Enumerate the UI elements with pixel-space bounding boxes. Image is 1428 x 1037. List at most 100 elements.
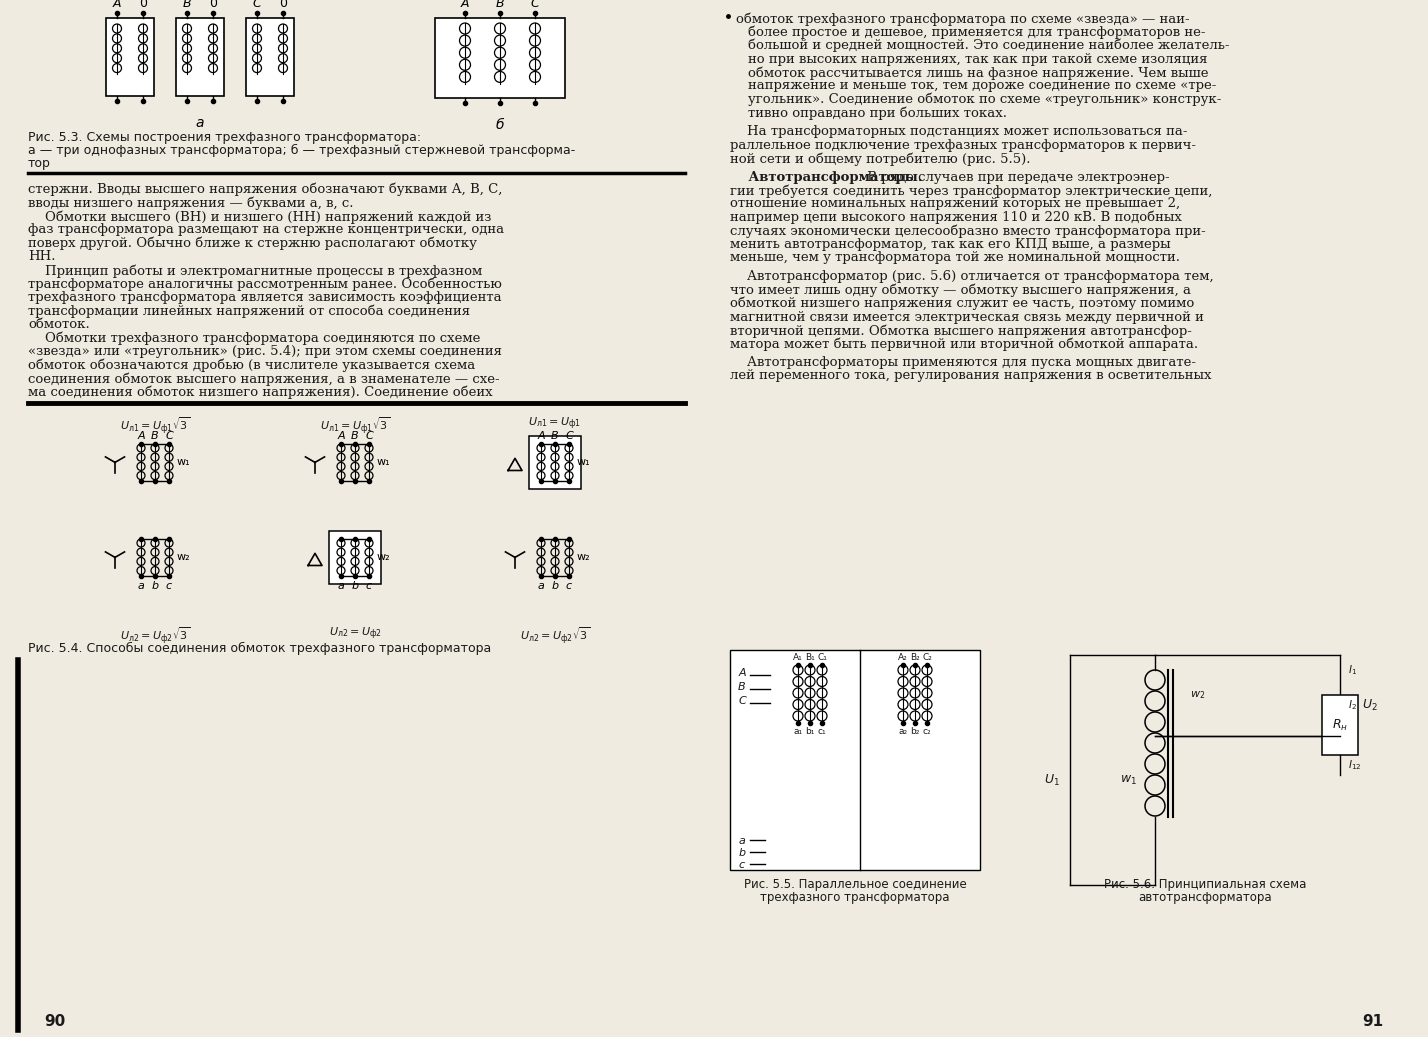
Text: матора может быть первичной или вторичной обмоткой аппарата.: матора может быть первичной или вторично… xyxy=(730,337,1198,351)
Text: Рис. 5.3. Схемы построения трехфазного трансформатора:: Рис. 5.3. Схемы построения трехфазного т… xyxy=(29,131,421,144)
Text: $U_{\rm л1}=U_{\rm ф1}\sqrt{3}$: $U_{\rm л1}=U_{\rm ф1}\sqrt{3}$ xyxy=(120,416,190,437)
Text: что имеет лишь одну обмотку — обмотку высшего напряжения, а: что имеет лишь одну обмотку — обмотку вы… xyxy=(730,283,1191,297)
Text: отношение номинальных напряжений которых не превышает 2,: отношение номинальных напряжений которых… xyxy=(730,197,1180,211)
Text: но при высоких напряжениях, так как при такой схеме изоляция: но при высоких напряжениях, так как при … xyxy=(748,53,1208,65)
Text: w₂: w₂ xyxy=(577,553,591,562)
Text: а — три однофазных трансформатора; б — трехфазный стержневой трансформа-: а — три однофазных трансформатора; б — т… xyxy=(29,144,575,157)
Text: гии требуется соединить через трансформатор электрические цепи,: гии требуется соединить через трансформа… xyxy=(730,184,1212,197)
Text: ма соединения обмоток низшего напряжения). Соединение обеих: ма соединения обмоток низшего напряжения… xyxy=(29,386,493,399)
Text: B: B xyxy=(151,431,159,441)
Text: вторичной цепями. Обмотка высшего напряжения автотрансфор-: вторичной цепями. Обмотка высшего напряж… xyxy=(730,324,1192,337)
Text: c: c xyxy=(366,581,373,591)
Text: поверх другой. Обычно ближе к стержню располагают обмотку: поверх другой. Обычно ближе к стержню ра… xyxy=(29,237,477,251)
Text: На трансформаторных подстанциях может использоваться па-: На трансформаторных подстанциях может ис… xyxy=(730,125,1188,138)
Text: c₂: c₂ xyxy=(922,727,931,735)
Text: фаз трансформатора размещают на стержне концентрически, одна: фаз трансформатора размещают на стержне … xyxy=(29,224,504,236)
Text: $U_2$: $U_2$ xyxy=(1362,698,1378,713)
Text: автотрансформатора: автотрансформатора xyxy=(1138,891,1272,904)
Text: обмоткой низшего напряжения служит ее часть, поэтому помимо: обмоткой низшего напряжения служит ее ча… xyxy=(730,297,1194,310)
Text: Принцип работы и электромагнитные процессы в трехфазном: Принцип работы и электромагнитные процес… xyxy=(29,264,483,278)
Text: $U_{\rm л1}=U_{\rm ф1}\sqrt{3}$: $U_{\rm л1}=U_{\rm ф1}\sqrt{3}$ xyxy=(320,416,390,437)
Text: Автотрансформатор (рис. 5.6) отличается от трансформатора тем,: Автотрансформатор (рис. 5.6) отличается … xyxy=(730,270,1214,283)
Text: Автотрансформаторы.: Автотрансформаторы. xyxy=(730,170,922,184)
Text: магнитной связи имеется электрическая связь между первичной и: магнитной связи имеется электрическая св… xyxy=(730,310,1204,324)
Text: раллельное подключение трехфазных трансформаторов к первич-: раллельное подключение трехфазных трансф… xyxy=(730,139,1197,151)
Text: A: A xyxy=(137,431,144,441)
Text: a: a xyxy=(537,581,544,591)
Text: угольник». Соединение обмоток по схеме «треугольник» конструк-: угольник». Соединение обмоток по схеме «… xyxy=(748,93,1221,107)
Text: 0: 0 xyxy=(139,0,147,10)
Text: Рис. 5.5. Параллельное соединение: Рис. 5.5. Параллельное соединение xyxy=(744,878,967,891)
Text: c: c xyxy=(166,581,171,591)
Text: a: a xyxy=(337,581,344,591)
Text: A: A xyxy=(738,668,745,678)
Text: НН.: НН. xyxy=(29,251,56,263)
Text: b: b xyxy=(551,581,558,591)
Text: C: C xyxy=(166,431,173,441)
Text: b: b xyxy=(151,581,159,591)
Text: c₁: c₁ xyxy=(818,727,827,735)
Text: A: A xyxy=(461,0,470,10)
Text: w₁: w₁ xyxy=(177,457,190,468)
Text: менить автотрансформатор, так как его КПД выше, а размеры: менить автотрансформатор, так как его КП… xyxy=(730,239,1171,251)
Text: ной сети и общему потребителю (рис. 5.5).: ной сети и общему потребителю (рис. 5.5)… xyxy=(730,152,1031,166)
Text: обмоток обозначаются дробью (в числителе указывается схема: обмоток обозначаются дробью (в числителе… xyxy=(29,359,476,372)
Text: 0: 0 xyxy=(208,0,217,10)
Bar xyxy=(1322,695,1358,755)
Text: $I_1$: $I_1$ xyxy=(1348,663,1357,677)
Text: соединения обмоток высшего напряжения, а в знаменателе — схе-: соединения обмоток высшего напряжения, а… xyxy=(29,372,500,386)
Text: $R_н$: $R_н$ xyxy=(1332,718,1348,732)
Text: трехфазного трансформатора: трехфазного трансформатора xyxy=(760,891,950,904)
Text: «звезда» или «треугольник» (рис. 5.4); при этом схемы соединения: «звезда» или «треугольник» (рис. 5.4); п… xyxy=(29,345,503,358)
Text: a: a xyxy=(137,581,144,591)
Text: B₁: B₁ xyxy=(805,653,815,662)
Text: $U_1$: $U_1$ xyxy=(1044,773,1060,787)
Text: B: B xyxy=(183,0,191,10)
Text: $w_1$: $w_1$ xyxy=(1120,774,1137,786)
Text: более простое и дешевое, применяется для трансформаторов не-: более простое и дешевое, применяется для… xyxy=(748,26,1205,39)
Text: Обмотки трехфазного трансформатора соединяются по схеме: Обмотки трехфазного трансформатора соеди… xyxy=(29,332,480,345)
Text: Рис. 5.6. Принципиальная схема: Рис. 5.6. Принципиальная схема xyxy=(1104,878,1307,891)
Text: B: B xyxy=(496,0,504,10)
Text: B: B xyxy=(551,431,558,441)
Text: A₁: A₁ xyxy=(793,653,803,662)
Text: напряжение и меньше ток, тем дороже соединение по схеме «тре-: напряжение и меньше ток, тем дороже соед… xyxy=(748,80,1217,92)
Text: C: C xyxy=(366,431,373,441)
Text: A: A xyxy=(113,0,121,10)
Text: b₁: b₁ xyxy=(805,727,815,735)
Text: $U_{\rm л2}=U_{\rm ф2}\sqrt{3}$: $U_{\rm л2}=U_{\rm ф2}\sqrt{3}$ xyxy=(520,626,590,647)
Text: обмоток.: обмоток. xyxy=(29,318,90,331)
Text: C: C xyxy=(531,0,540,10)
Text: В ряде случаев при передаче электроэнер-: В ряде случаев при передаче электроэнер- xyxy=(864,170,1170,184)
Text: w₂: w₂ xyxy=(377,553,391,562)
Text: $I_{12}$: $I_{12}$ xyxy=(1348,758,1361,772)
Text: A: A xyxy=(537,431,545,441)
Text: C: C xyxy=(738,696,745,706)
Text: c: c xyxy=(565,581,573,591)
Text: 91: 91 xyxy=(1362,1014,1384,1030)
Bar xyxy=(176,18,224,96)
Text: C₂: C₂ xyxy=(922,653,932,662)
Text: 0: 0 xyxy=(278,0,287,10)
Text: Обмотки высшего (ВН) и низшего (НН) напряжений каждой из: Обмотки высшего (ВН) и низшего (НН) напр… xyxy=(29,211,491,224)
Text: c: c xyxy=(738,860,745,870)
Text: w₂: w₂ xyxy=(177,553,190,562)
Text: $U_{\rm л2}=U_{\rm ф2}\sqrt{3}$: $U_{\rm л2}=U_{\rm ф2}\sqrt{3}$ xyxy=(120,626,190,647)
Text: b: b xyxy=(738,848,745,858)
Text: C₁: C₁ xyxy=(817,653,827,662)
Text: $U_{\rm л2}=U_{\rm ф2}$: $U_{\rm л2}=U_{\rm ф2}$ xyxy=(328,626,381,642)
Text: большой и средней мощностей. Это соединение наиболее желатель-: большой и средней мощностей. Это соедине… xyxy=(748,39,1230,53)
Text: B: B xyxy=(351,431,358,441)
Text: трансформации линейных напряжений от способа соединения: трансформации линейных напряжений от спо… xyxy=(29,305,470,318)
Text: Рис. 5.4. Способы соединения обмоток трехфазного трансформатора: Рис. 5.4. Способы соединения обмоток тре… xyxy=(29,642,491,655)
Text: w₁: w₁ xyxy=(377,457,391,468)
Text: $w_2$: $w_2$ xyxy=(1190,690,1205,701)
Text: обмоток рассчитывается лишь на фазное напряжение. Чем выше: обмоток рассчитывается лишь на фазное на… xyxy=(748,66,1208,80)
Bar xyxy=(528,436,581,488)
Text: $U_{\rm л1}=U_{\rm ф1}$: $U_{\rm л1}=U_{\rm ф1}$ xyxy=(528,416,581,432)
Text: w₁: w₁ xyxy=(577,457,591,468)
Text: a₂: a₂ xyxy=(898,727,908,735)
Text: Автотрансформаторы применяются для пуска мощных двигате-: Автотрансформаторы применяются для пуска… xyxy=(730,356,1197,369)
Text: вводы низшего напряжения — буквами а, в, с.: вводы низшего напряжения — буквами а, в,… xyxy=(29,196,354,211)
Text: тивно оправдано при больших токах.: тивно оправдано при больших токах. xyxy=(748,107,1007,120)
